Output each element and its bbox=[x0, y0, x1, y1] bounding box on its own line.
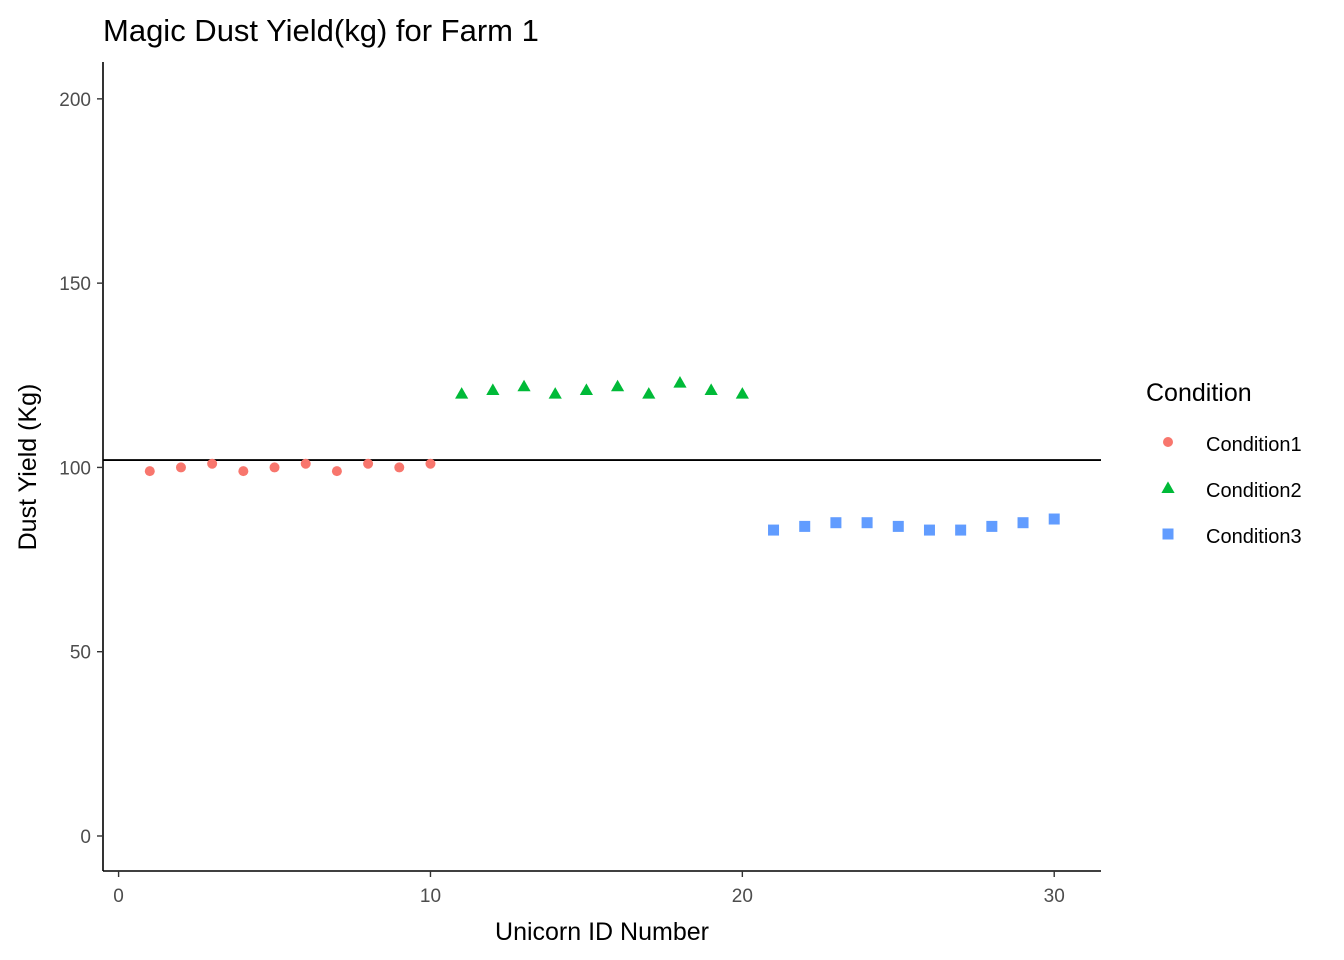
data-point-condition3 bbox=[861, 517, 873, 529]
y-tick-label: 50 bbox=[70, 643, 91, 664]
data-point-condition3 bbox=[768, 524, 780, 536]
data-point-condition2 bbox=[548, 387, 562, 399]
legend-key-condition2 bbox=[1161, 481, 1175, 493]
legend-key-condition1 bbox=[1163, 437, 1173, 447]
data-point-condition2 bbox=[517, 379, 531, 392]
data-point-condition2 bbox=[673, 376, 687, 388]
data-point-condition1 bbox=[175, 462, 186, 473]
legend-label-condition2: Condition2 bbox=[1206, 480, 1302, 502]
data-point-condition1 bbox=[269, 462, 280, 473]
data-point-condition2 bbox=[704, 383, 718, 395]
x-tick-label: 20 bbox=[732, 886, 753, 907]
legend-key-condition3 bbox=[1162, 528, 1174, 540]
data-point-condition2 bbox=[735, 387, 749, 399]
data-point-condition3 bbox=[1048, 513, 1060, 525]
data-points bbox=[144, 376, 1060, 536]
data-point-condition1 bbox=[144, 466, 155, 477]
data-point-condition3 bbox=[1017, 517, 1029, 529]
legend: Condition Condition1 Condition2 Condition3 bbox=[1146, 379, 1302, 548]
legend-label-condition3: Condition3 bbox=[1206, 526, 1302, 548]
legend-title: Condition bbox=[1146, 379, 1252, 407]
data-point-condition1 bbox=[331, 466, 342, 477]
y-tick-label: 100 bbox=[59, 458, 91, 479]
axes: 0 50 100 150 200 0 10 20 30 bbox=[59, 62, 1101, 907]
y-tick-label: 150 bbox=[59, 274, 91, 295]
data-point-condition1 bbox=[207, 458, 218, 469]
data-point-condition1 bbox=[425, 458, 436, 469]
data-point-condition3 bbox=[830, 517, 842, 529]
data-point-condition1 bbox=[394, 462, 405, 473]
data-point-condition2 bbox=[610, 379, 625, 392]
data-point-condition3 bbox=[892, 520, 904, 532]
legend-label-condition1: Condition1 bbox=[1206, 434, 1302, 456]
x-tick-label: 0 bbox=[113, 886, 124, 907]
data-point-condition1 bbox=[363, 458, 374, 469]
data-point-condition1 bbox=[238, 466, 249, 477]
data-point-condition3 bbox=[923, 524, 935, 536]
chart-title: Magic Dust Yield(kg) for Farm 1 bbox=[103, 13, 539, 48]
data-point-condition2 bbox=[455, 387, 469, 399]
data-point-condition2 bbox=[486, 383, 500, 395]
data-point-condition2 bbox=[579, 383, 594, 395]
data-point-condition1 bbox=[300, 458, 311, 469]
x-tick-label: 10 bbox=[420, 886, 441, 907]
data-point-condition3 bbox=[986, 520, 998, 532]
data-point-condition3 bbox=[955, 524, 967, 536]
y-axis-title: Dust Yield (Kg) bbox=[14, 384, 42, 551]
x-tick-label: 30 bbox=[1044, 886, 1065, 907]
data-point-condition3 bbox=[799, 520, 811, 532]
y-tick-label: 200 bbox=[59, 90, 91, 111]
y-tick-label: 0 bbox=[80, 827, 91, 848]
data-point-condition2 bbox=[642, 387, 656, 399]
x-axis-title: Unicorn ID Number bbox=[495, 918, 709, 946]
